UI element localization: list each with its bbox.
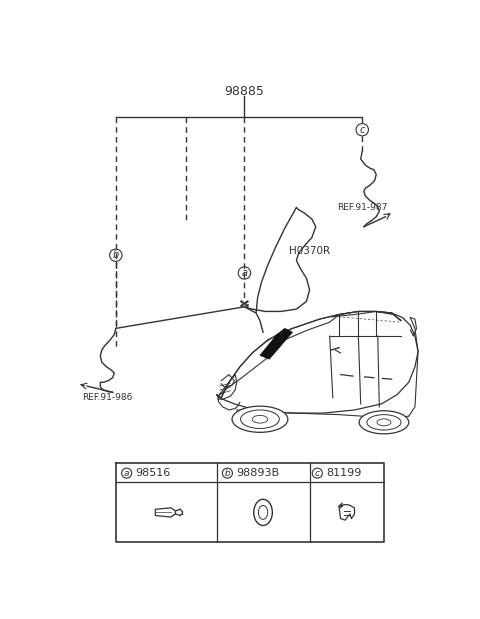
Text: b: b: [225, 469, 230, 478]
Ellipse shape: [359, 411, 409, 434]
Text: b: b: [113, 250, 119, 260]
Text: REF.91-986: REF.91-986: [82, 393, 132, 402]
Text: c: c: [360, 124, 365, 135]
Text: c: c: [315, 469, 320, 478]
Text: REF.91-987: REF.91-987: [337, 203, 388, 212]
Text: a: a: [124, 469, 130, 478]
Ellipse shape: [232, 406, 288, 432]
Text: 81199: 81199: [326, 468, 361, 478]
Text: 98893B: 98893B: [236, 468, 279, 478]
Polygon shape: [260, 329, 292, 359]
Text: a: a: [241, 268, 248, 278]
Text: 98885: 98885: [225, 85, 264, 98]
Text: H0370R: H0370R: [288, 246, 330, 256]
Text: 98516: 98516: [135, 468, 170, 478]
